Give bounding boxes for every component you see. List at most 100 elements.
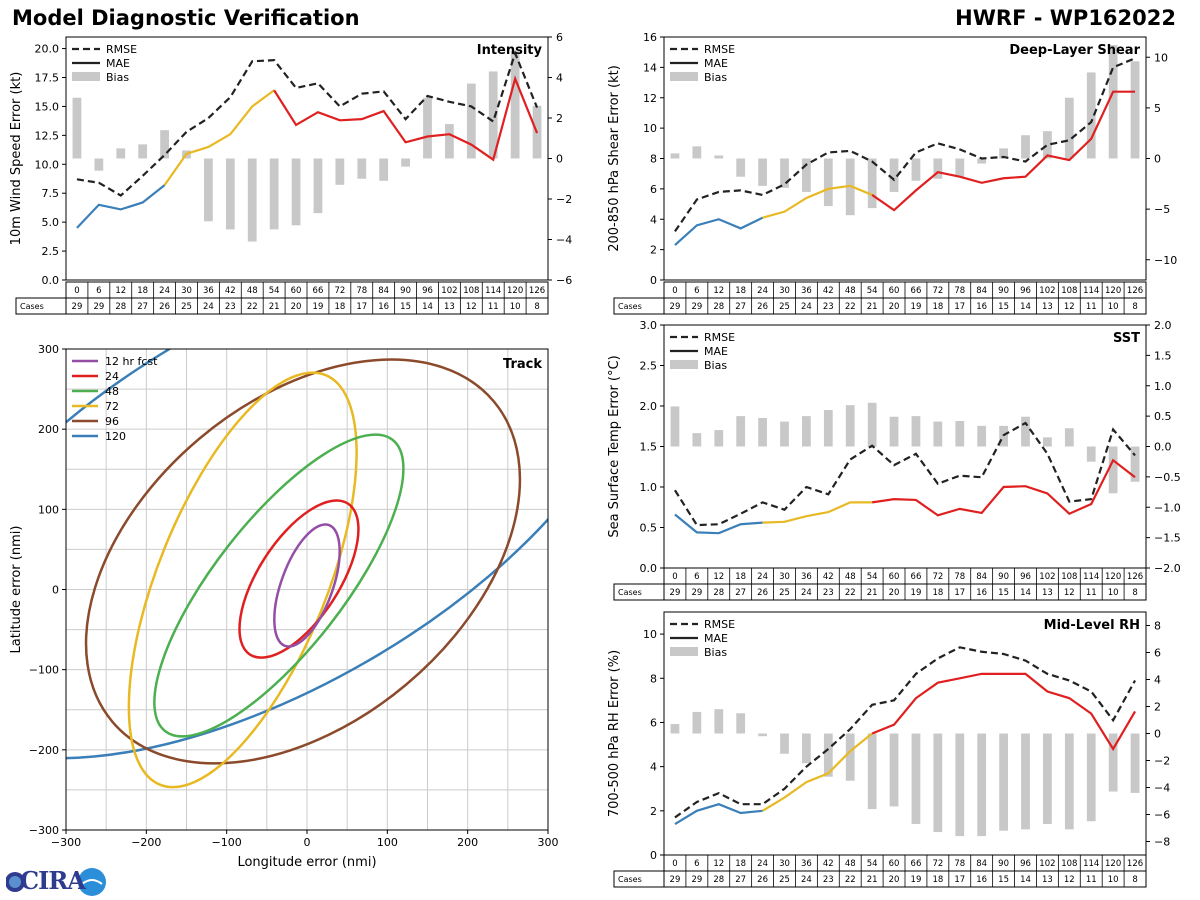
case-count-shear: 28 [713,302,724,312]
bias-bar-shear [1064,97,1074,159]
bias-bar-rh [1108,733,1118,792]
y-tick-label-sst: 2.5 [640,360,658,373]
y2-tick-label-sst: 2.0 [1154,319,1172,332]
hour-label-shear: 102 [1039,286,1055,296]
mae-line-segment-rh [762,732,873,812]
cases-label-intensity: Cases [20,302,44,311]
hour-label-rh: 36 [801,859,812,869]
hour-label-sst: 48 [845,572,856,582]
y2-tick-label-sst: −1.0 [1154,501,1181,514]
y-tick-label-intensity: 12.5 [35,129,60,142]
case-count-shear: 14 [1020,302,1031,312]
case-count-intensity: 20 [291,302,302,312]
hour-label-intensity: 36 [203,286,214,296]
hour-label-intensity: 90 [400,286,411,296]
rmse-line-rh [674,646,1137,819]
logo-globe-inner-icon [9,876,21,888]
y-tick-label-shear: 16 [643,31,657,44]
case-count-rh: 11 [1086,875,1097,885]
y-tick-label-rh: 4 [650,761,657,774]
hour-label-shear: 90 [998,286,1009,296]
legend-track-label: 96 [105,415,119,428]
bias-bar-rh [867,733,877,810]
hour-label-intensity: 120 [507,286,523,296]
hour-label-shear: 24 [757,286,768,296]
case-count-intensity: 15 [400,302,411,312]
legend-bias-label-rh: Bias [704,646,727,659]
y2-tick-label-shear: 0 [1154,153,1161,166]
case-count-sst: 24 [801,588,812,598]
hour-label-rh: 54 [867,859,878,869]
cases-label-rh: Cases [618,875,642,884]
case-count-rh: 12 [1064,875,1075,885]
y-tick-label-rh: 2 [650,805,657,818]
cases-row-intensity [15,297,549,315]
hour-label-sst: 108 [1061,572,1077,582]
cases-row-shear [613,297,1147,315]
hour-label-intensity: 0 [74,286,79,296]
hour-label-shear: 18 [735,286,746,296]
case-count-rh: 16 [976,875,987,885]
hour-label-sst: 60 [889,572,900,582]
case-count-intensity: 29 [93,302,104,312]
bias-bar-shear [1130,61,1140,159]
bias-bar-sst [670,406,680,447]
bias-bar-rh [999,733,1008,831]
error-ellipse-72 [127,371,358,789]
hour-label-shear: 84 [976,286,987,296]
case-count-shear: 13 [1042,302,1053,312]
bias-bar-sst [802,416,811,447]
y2-tick-label-intensity: −2 [556,193,572,206]
bias-bar-shear [714,155,724,159]
hour-label-rh: 96 [1020,859,1031,869]
case-count-intensity: 24 [203,302,214,312]
hour-label-sst: 96 [1020,572,1031,582]
bias-bar-intensity [423,97,432,159]
hour-label-sst: 24 [757,572,768,582]
hour-label-rh: 6 [694,859,699,869]
bias-bar-shear [758,158,767,186]
case-count-sst: 27 [735,588,746,598]
hour-label-intensity: 60 [291,286,302,296]
hour-label-sst: 54 [867,572,878,582]
bias-bar-sst [955,420,965,447]
y-tick-label-intensity: 2.5 [42,245,60,258]
hour-label-rh: 84 [976,859,987,869]
bias-bar-sst [845,405,855,447]
hour-label-sst: 72 [932,572,943,582]
bias-bar-shear [955,158,965,177]
hour-label-rh: 60 [889,859,900,869]
case-count-intensity: 28 [115,302,126,312]
bias-bar-sst [977,425,987,447]
bias-bar-intensity [445,124,454,159]
bias-bar-rh [802,733,811,764]
y2-tick-label-shear: −10 [1154,254,1177,267]
y2-tick-label-sst: −2.0 [1154,562,1181,575]
case-count-rh: 18 [932,875,943,885]
hour-label-sst: 66 [911,572,922,582]
y-axis-label-shear: 200-850 hPa Shear Error (kt) [607,65,622,252]
bias-bar-shear [911,158,921,181]
bias-bar-shear [977,158,987,164]
y2-tick-label-rh: 4 [1154,674,1161,687]
mae-line-segment-rh [871,672,1136,752]
hour-label-sst: 0 [672,572,677,582]
hour-label-sst: 102 [1039,572,1055,582]
y2-tick-label-intensity: −6 [556,274,572,287]
hour-label-sst: 126 [1127,572,1143,582]
y-tick-label-sst: 3.0 [640,319,658,332]
y-tick-label-intensity: 15.0 [35,100,60,113]
case-count-intensity: 18 [334,302,345,312]
case-count-sst: 20 [889,588,900,598]
y-tick-label-rh: 10 [643,628,657,641]
rmse-line-sst [674,421,1136,527]
case-count-rh: 17 [954,875,965,885]
case-count-shear: 11 [1086,302,1097,312]
hour-label-intensity: 126 [529,286,545,296]
case-count-shear: 19 [911,302,922,312]
hour-label-intensity: 6 [96,286,101,296]
y-tick-label-rh: 8 [650,672,657,685]
bias-bar-shear [802,158,811,192]
hour-label-sst: 114 [1083,572,1099,582]
hour-label-sst: 6 [694,572,699,582]
